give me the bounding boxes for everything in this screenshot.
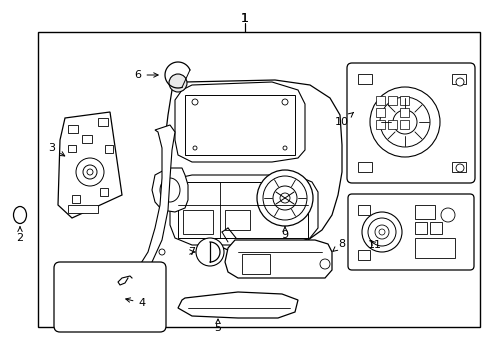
Bar <box>100 188 108 196</box>
Polygon shape <box>164 80 341 252</box>
Polygon shape <box>108 125 175 285</box>
Bar <box>183 210 213 234</box>
Circle shape <box>282 99 287 105</box>
Circle shape <box>76 158 104 186</box>
Polygon shape <box>175 82 305 162</box>
Bar <box>72 195 80 203</box>
Circle shape <box>367 218 395 246</box>
Bar <box>451 162 465 172</box>
Bar <box>68 205 98 213</box>
Circle shape <box>159 249 164 255</box>
Circle shape <box>455 164 463 172</box>
Text: 7: 7 <box>188 247 195 257</box>
Bar <box>98 118 108 126</box>
Polygon shape <box>58 112 122 218</box>
Bar <box>105 145 113 153</box>
Bar <box>242 254 269 274</box>
Bar <box>375 96 384 105</box>
FancyBboxPatch shape <box>346 63 474 183</box>
Text: 11: 11 <box>367 240 381 250</box>
Bar <box>375 108 384 117</box>
Circle shape <box>169 74 186 92</box>
Circle shape <box>283 146 286 150</box>
Circle shape <box>192 99 198 105</box>
Circle shape <box>378 229 384 235</box>
Text: 6: 6 <box>134 70 158 80</box>
Bar <box>387 96 396 105</box>
Text: 8: 8 <box>332 239 345 251</box>
Bar <box>399 120 408 129</box>
Text: 4: 4 <box>125 298 145 308</box>
Text: 10: 10 <box>334 112 353 127</box>
Ellipse shape <box>160 178 180 202</box>
Bar <box>387 120 396 129</box>
Text: 2: 2 <box>17 227 23 243</box>
Bar <box>399 96 408 105</box>
Circle shape <box>280 193 289 203</box>
Bar <box>429 222 441 234</box>
Circle shape <box>193 146 197 150</box>
Bar <box>68 145 76 152</box>
Bar <box>451 74 465 84</box>
Bar <box>184 95 294 155</box>
FancyBboxPatch shape <box>54 262 165 332</box>
Circle shape <box>263 176 306 220</box>
Polygon shape <box>224 240 331 278</box>
Circle shape <box>374 225 388 239</box>
Bar <box>357 162 371 172</box>
Text: 1: 1 <box>241 12 248 24</box>
Circle shape <box>87 169 93 175</box>
Polygon shape <box>152 168 187 212</box>
Bar <box>357 74 371 84</box>
Polygon shape <box>178 292 297 318</box>
Bar <box>357 205 369 215</box>
Circle shape <box>392 110 416 134</box>
Bar <box>68 125 78 133</box>
Ellipse shape <box>14 207 26 224</box>
Circle shape <box>440 208 454 222</box>
Bar <box>82 135 92 143</box>
Text: 1: 1 <box>241 12 248 24</box>
Circle shape <box>83 165 97 179</box>
Bar <box>399 108 408 117</box>
Polygon shape <box>170 175 317 245</box>
FancyBboxPatch shape <box>347 194 473 270</box>
Bar <box>357 250 369 260</box>
Text: 3: 3 <box>48 143 64 156</box>
Bar <box>414 238 454 258</box>
Circle shape <box>379 97 429 147</box>
Circle shape <box>369 87 439 157</box>
Circle shape <box>319 259 329 269</box>
Circle shape <box>257 170 312 226</box>
Circle shape <box>455 78 463 86</box>
Circle shape <box>196 238 224 266</box>
Bar <box>414 205 434 219</box>
Bar <box>414 222 426 234</box>
Bar <box>38 32 479 327</box>
Bar <box>178 182 307 238</box>
Text: 9: 9 <box>281 227 288 240</box>
Text: 5: 5 <box>214 319 221 333</box>
Circle shape <box>272 186 296 210</box>
Circle shape <box>361 212 401 252</box>
Bar <box>375 120 384 129</box>
Bar <box>224 210 249 230</box>
